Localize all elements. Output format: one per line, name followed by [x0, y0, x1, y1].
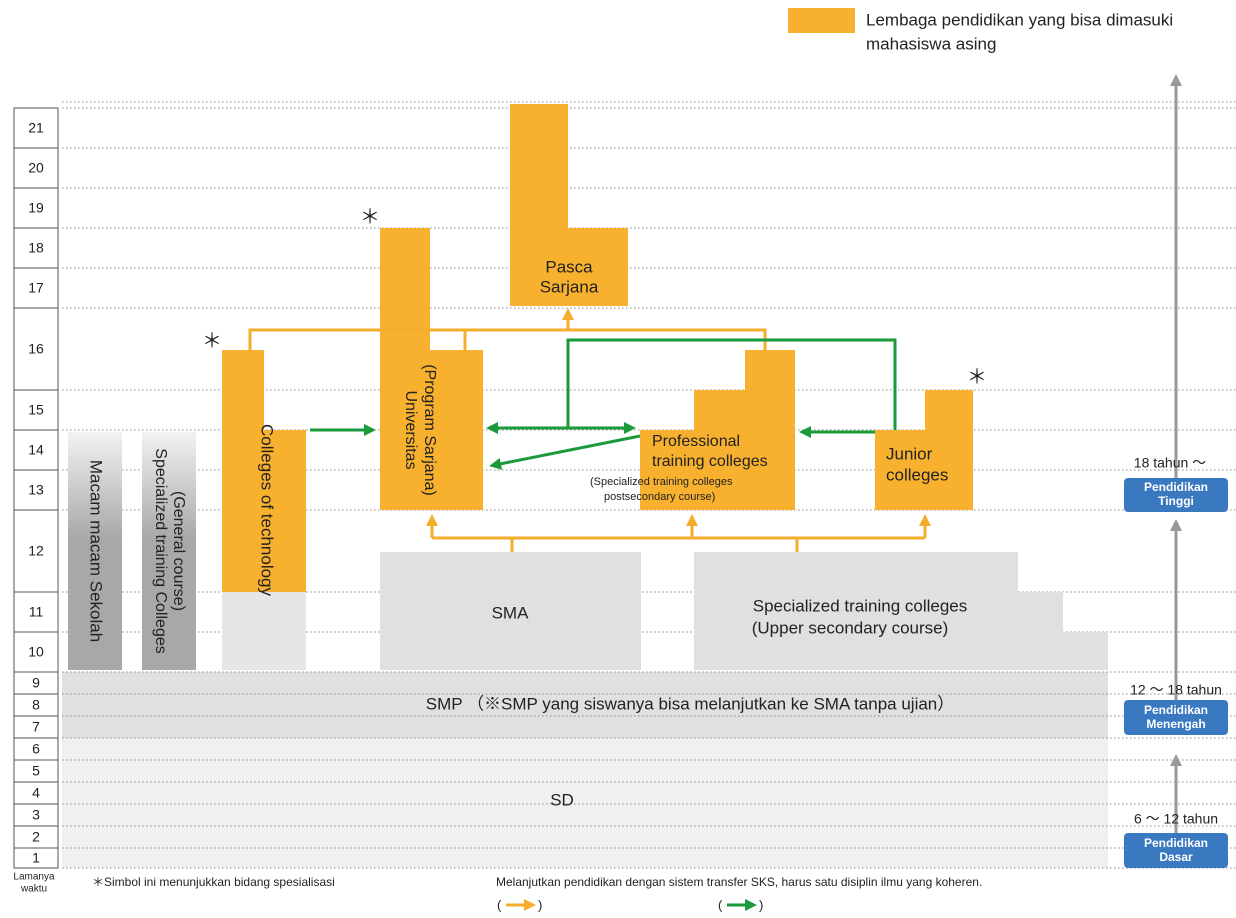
year-cell — [13, 187, 59, 229]
year-label: 19 — [28, 200, 44, 216]
year-label: 8 — [32, 697, 40, 713]
stage-box — [1124, 478, 1228, 512]
year-label: 1 — [32, 850, 40, 866]
stage-age: 12 ～ 18 tahun — [1130, 682, 1222, 698]
stage-box — [1124, 833, 1228, 868]
block-label: (Upper secondary course) — [752, 618, 949, 637]
footer-text: Lamanya — [13, 872, 55, 883]
block — [222, 592, 306, 670]
asterisk: ＊ — [967, 366, 987, 388]
year-label: 5 — [32, 763, 40, 779]
smp-block — [62, 672, 1108, 738]
year-label: 14 — [28, 442, 44, 458]
year-label: 17 — [28, 280, 44, 296]
year-label: 4 — [32, 785, 40, 801]
block-label: (Program Sarjana) — [421, 364, 438, 496]
year-label: 9 — [32, 675, 40, 691]
year-label: 7 — [32, 719, 40, 735]
sd-label: SD — [550, 790, 574, 809]
stage-label: Menengah — [1146, 717, 1205, 731]
legend-swatch — [788, 8, 855, 33]
stage-age: 18 tahun ～ — [1134, 455, 1206, 471]
year-label: 21 — [28, 120, 44, 136]
block-label: Specialized training Colleges — [152, 448, 169, 653]
stage-age: 6 ～ 12 tahun — [1134, 811, 1218, 827]
year-cell — [13, 307, 59, 391]
year-label: 16 — [28, 341, 44, 357]
year-label: 11 — [29, 604, 44, 620]
sd-block — [62, 738, 1108, 868]
stage-label: Tinggi — [1158, 494, 1194, 508]
block-label: (General course) — [170, 491, 187, 611]
block — [380, 552, 641, 670]
year-label: 20 — [28, 160, 44, 176]
year-cell — [13, 107, 59, 149]
footer-text: ( — [497, 897, 502, 912]
block-label: Pasca — [545, 257, 593, 276]
green-arrows — [310, 338, 897, 470]
block-label: SMA — [492, 603, 530, 622]
year-cell — [13, 389, 59, 431]
footer-text: ＊Simbol ini menunjukkan bidang spesialis… — [92, 875, 335, 889]
block-label: colleges — [886, 465, 948, 484]
footer-text: Melanjutkan pendidikan dengan sistem tra… — [496, 875, 982, 889]
block-label: Sarjana — [540, 277, 599, 296]
stage-box — [1124, 700, 1228, 735]
block — [222, 350, 306, 592]
year-cell — [13, 591, 59, 633]
block-label: (Specialized training colleges — [590, 476, 733, 488]
year-label: 13 — [28, 482, 44, 498]
block-label: Professional — [652, 433, 740, 450]
year-label: 18 — [28, 240, 44, 256]
year-cell — [13, 429, 59, 471]
block — [380, 228, 483, 510]
year-cell — [13, 267, 59, 309]
footer-text: ( — [718, 897, 723, 912]
smp-label: SMP （※SMP yang siswanya bisa melanjutkan… — [426, 694, 955, 713]
block-label: postsecondary course) — [604, 491, 715, 503]
block-label: Junior — [886, 444, 933, 463]
stage-label: Dasar — [1159, 850, 1193, 864]
block-label: Macam macam Sekolah — [87, 460, 106, 642]
stage-label: Pendidikan — [1144, 703, 1208, 717]
year-label: 15 — [28, 402, 44, 418]
block-label: Specialized training colleges — [753, 596, 968, 615]
year-label: 3 — [32, 807, 40, 823]
footer-text: ) — [538, 897, 542, 912]
block-label: Colleges of technology — [258, 424, 277, 597]
year-cell — [13, 147, 59, 189]
year-label: 12 — [28, 543, 44, 559]
year-label: 10 — [28, 644, 44, 660]
asterisk: ＊ — [202, 330, 222, 352]
block — [640, 350, 795, 510]
block — [875, 390, 973, 510]
block — [142, 432, 196, 670]
block-label: training colleges — [652, 453, 768, 470]
year-cell — [13, 469, 59, 511]
footer-text: waktu — [20, 884, 47, 895]
year-cell — [13, 227, 59, 269]
block-label: Universitas — [402, 390, 419, 469]
legend-text: Lembaga pendidikan yang bisa dimasuki — [866, 10, 1173, 29]
stage-label: Pendidikan — [1144, 836, 1208, 850]
footer-text: ) — [759, 897, 763, 912]
legend-text: mahasiswa asing — [866, 34, 996, 53]
year-label: 6 — [32, 741, 40, 757]
block — [694, 552, 1108, 670]
stage-label: Pendidikan — [1144, 480, 1208, 494]
block — [68, 432, 122, 670]
block — [510, 104, 628, 306]
asterisk: ＊ — [360, 206, 380, 228]
year-label: 2 — [32, 829, 40, 845]
year-cell — [13, 631, 59, 673]
year-cell — [13, 509, 59, 593]
